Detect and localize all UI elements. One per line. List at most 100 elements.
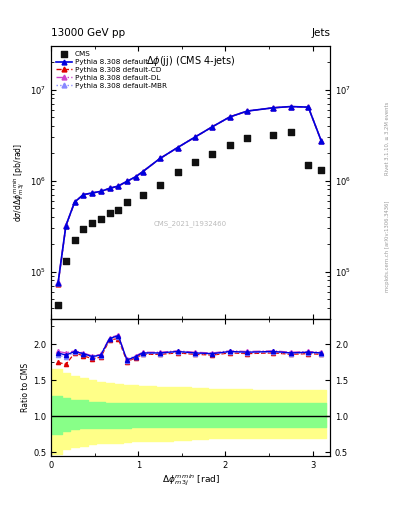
CMS <box>55 301 61 309</box>
Line: Pythia 8.308 default: Pythia 8.308 default <box>56 104 324 285</box>
Pythia 8.308 default-CD <box>158 155 162 161</box>
Pythia 8.308 default-MBR <box>90 190 94 196</box>
Pythia 8.308 default-CD <box>72 199 77 205</box>
Pythia 8.308 default-CD <box>56 281 61 287</box>
Pythia 8.308 default-MBR <box>271 105 276 111</box>
Pythia 8.308 default <box>125 178 129 184</box>
Pythia 8.308 default-CD <box>210 124 215 130</box>
Text: mcplots.cern.ch [arXiv:1306.3436]: mcplots.cern.ch [arXiv:1306.3436] <box>385 200 390 291</box>
Pythia 8.308 default <box>319 138 324 144</box>
Y-axis label: Ratio to CMS: Ratio to CMS <box>21 363 30 412</box>
Pythia 8.308 default <box>72 199 77 205</box>
Pythia 8.308 default-MBR <box>245 108 250 114</box>
Pythia 8.308 default-CD <box>125 178 129 184</box>
Pythia 8.308 default-DL <box>245 108 250 114</box>
Pythia 8.308 default <box>210 124 215 130</box>
Pythia 8.308 default-CD <box>245 108 250 114</box>
CMS <box>192 158 198 166</box>
CMS <box>97 215 104 223</box>
Pythia 8.308 default-MBR <box>81 191 86 198</box>
Pythia 8.308 default <box>193 134 197 140</box>
Pythia 8.308 default-MBR <box>98 188 103 195</box>
Pythia 8.308 default-MBR <box>228 114 232 120</box>
Pythia 8.308 default-CD <box>193 134 197 140</box>
Pythia 8.308 default-DL <box>56 280 61 286</box>
Legend: CMS, Pythia 8.308 default, Pythia 8.308 default-CD, Pythia 8.308 default-DL, Pyt: CMS, Pythia 8.308 default, Pythia 8.308 … <box>53 48 170 92</box>
Pythia 8.308 default-CD <box>288 103 293 110</box>
CMS <box>80 225 86 233</box>
Pythia 8.308 default-MBR <box>140 168 145 175</box>
Text: $\Delta\phi$(jj) (CMS 4-jets): $\Delta\phi$(jj) (CMS 4-jets) <box>146 54 235 68</box>
Pythia 8.308 default <box>288 103 293 110</box>
Y-axis label: d$\sigma$/d$\Delta\phi^{m\,min}_{m\,3j}$ [pb/rad]: d$\sigma$/d$\Delta\phi^{m\,min}_{m\,3j}$… <box>12 143 28 222</box>
Pythia 8.308 default-CD <box>98 188 103 195</box>
Pythia 8.308 default-DL <box>64 222 68 228</box>
Pythia 8.308 default-DL <box>175 144 180 151</box>
Pythia 8.308 default-MBR <box>64 223 68 229</box>
Pythia 8.308 default-CD <box>271 105 276 111</box>
Pythia 8.308 default-CD <box>306 104 311 110</box>
Pythia 8.308 default <box>98 188 103 195</box>
Pythia 8.308 default-MBR <box>125 178 129 184</box>
Pythia 8.308 default <box>306 104 311 110</box>
Line: Pythia 8.308 default-DL: Pythia 8.308 default-DL <box>56 104 324 285</box>
CMS <box>157 181 163 189</box>
Pythia 8.308 default <box>90 190 94 196</box>
Line: Pythia 8.308 default-MBR: Pythia 8.308 default-MBR <box>56 104 324 286</box>
Pythia 8.308 default-DL <box>306 104 311 110</box>
Pythia 8.308 default-CD <box>64 223 68 229</box>
Pythia 8.308 default-MBR <box>116 183 121 189</box>
CMS <box>305 160 312 168</box>
Pythia 8.308 default-MBR <box>288 103 293 110</box>
Pythia 8.308 default <box>107 185 112 191</box>
CMS <box>124 198 130 206</box>
Pythia 8.308 default <box>81 191 86 198</box>
Pythia 8.308 default <box>140 168 145 175</box>
Pythia 8.308 default-DL <box>81 191 86 198</box>
Pythia 8.308 default-DL <box>210 124 215 130</box>
Pythia 8.308 default-CD <box>228 114 232 120</box>
Line: Pythia 8.308 default-CD: Pythia 8.308 default-CD <box>56 104 324 286</box>
Text: CMS_2021_I1932460: CMS_2021_I1932460 <box>154 220 227 227</box>
Pythia 8.308 default-CD <box>175 144 180 151</box>
CMS <box>209 150 215 158</box>
Pythia 8.308 default-CD <box>319 138 324 144</box>
CMS <box>227 141 233 149</box>
CMS <box>72 237 78 245</box>
Pythia 8.308 default-DL <box>288 103 293 110</box>
Pythia 8.308 default-DL <box>133 174 138 180</box>
Pythia 8.308 default-CD <box>90 190 94 196</box>
Pythia 8.308 default-MBR <box>158 155 162 161</box>
Pythia 8.308 default <box>56 280 61 286</box>
Pythia 8.308 default-DL <box>319 138 324 144</box>
Pythia 8.308 default-DL <box>125 178 129 184</box>
Pythia 8.308 default-DL <box>271 104 276 111</box>
CMS <box>174 167 181 176</box>
Pythia 8.308 default-CD <box>81 191 86 198</box>
Pythia 8.308 default <box>133 174 138 180</box>
Pythia 8.308 default-DL <box>158 155 162 161</box>
Text: Rivet 3.1.10, ≥ 3.2M events: Rivet 3.1.10, ≥ 3.2M events <box>385 101 390 175</box>
Pythia 8.308 default-DL <box>116 183 121 189</box>
CMS <box>115 205 121 214</box>
CMS <box>244 134 250 142</box>
Pythia 8.308 default-MBR <box>319 138 324 144</box>
Pythia 8.308 default-MBR <box>72 199 77 205</box>
Pythia 8.308 default-CD <box>116 183 121 189</box>
Pythia 8.308 default-CD <box>133 174 138 180</box>
Pythia 8.308 default-MBR <box>306 104 311 110</box>
Pythia 8.308 default-CD <box>107 185 112 191</box>
CMS <box>107 209 113 217</box>
Pythia 8.308 default <box>245 108 250 114</box>
CMS <box>63 257 69 265</box>
Pythia 8.308 default-MBR <box>175 144 180 151</box>
Text: 13000 GeV pp: 13000 GeV pp <box>51 28 125 38</box>
Pythia 8.308 default-MBR <box>133 174 138 180</box>
Pythia 8.308 default <box>64 223 68 229</box>
Pythia 8.308 default-DL <box>193 134 197 140</box>
Pythia 8.308 default <box>158 155 162 161</box>
Pythia 8.308 default-DL <box>98 188 103 195</box>
Pythia 8.308 default-DL <box>90 190 94 196</box>
Pythia 8.308 default-DL <box>228 114 232 120</box>
Text: Jets: Jets <box>311 28 330 38</box>
